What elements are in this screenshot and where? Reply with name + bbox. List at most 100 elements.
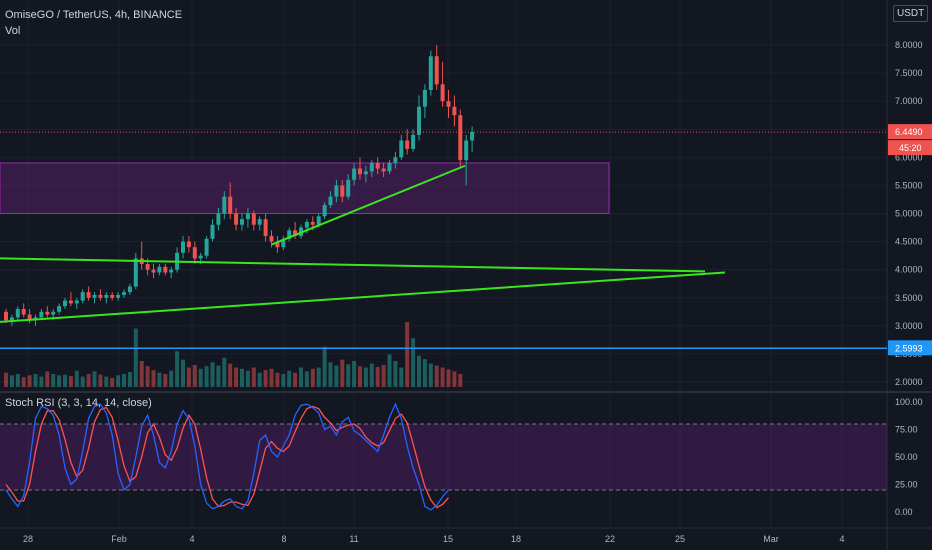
volume-bar [192, 364, 197, 387]
candle-body [293, 230, 298, 236]
volume-bar [51, 374, 56, 387]
candle-body [334, 185, 339, 197]
time-tick: 8 [281, 534, 286, 544]
volume-bar [257, 372, 262, 387]
volume-bar [145, 366, 150, 387]
candle-body [310, 221, 315, 225]
volume-bar [4, 372, 8, 387]
volume-bar [358, 366, 362, 387]
stoch-rsi-label: Stoch RSI (3, 3, 14, 14, close) [5, 397, 152, 409]
candle-body [234, 213, 239, 225]
drawing-lines [0, 131, 887, 350]
candle-body [45, 311, 50, 315]
candle-body [434, 56, 439, 85]
candle-body [458, 115, 463, 161]
candle-body [192, 247, 197, 259]
price-tick: 4.0000 [895, 265, 923, 275]
volume-bar [127, 372, 132, 387]
volume-bar [151, 370, 156, 387]
volume-bar [381, 364, 386, 387]
stoch-tick: 25.00 [895, 480, 918, 490]
volume-bar [393, 361, 398, 387]
candle-body [169, 269, 174, 273]
volume-bar [316, 367, 321, 387]
candle-body [145, 264, 150, 270]
candle-body [198, 255, 203, 259]
candle-body [363, 171, 368, 175]
candle-body [21, 308, 26, 315]
stoch-tick: 0.00 [895, 507, 913, 517]
volume-bar [68, 375, 73, 387]
volume-bar [210, 362, 215, 387]
candle-body [251, 213, 256, 225]
stoch-k-line [5, 402, 449, 511]
candle-body [116, 294, 121, 298]
volume-bar [216, 365, 221, 387]
volume-bar [198, 368, 203, 387]
volume-bar [440, 367, 445, 387]
candle-body [163, 266, 168, 273]
candle-body [275, 241, 280, 248]
volume-bar [417, 355, 421, 387]
candle-body [399, 140, 404, 158]
upper-trendline [0, 257, 706, 273]
stoch-band [0, 424, 887, 490]
candle-body [470, 132, 475, 141]
time-tick: 28 [23, 534, 33, 544]
candle-body [68, 300, 73, 304]
candle-body [381, 168, 386, 172]
volume-bar [92, 371, 97, 387]
volume-bar [263, 370, 268, 387]
ascending-trendline [271, 164, 466, 246]
candle-body [110, 294, 115, 298]
volume-bar [15, 374, 20, 387]
volume-bars [4, 322, 463, 387]
volume-bar [281, 374, 286, 387]
price-tick: 5.5000 [895, 180, 923, 190]
volume-bar [39, 376, 44, 387]
volume-bar [133, 328, 138, 387]
candle-body [257, 219, 262, 225]
candle-body [133, 258, 138, 287]
volume-bar [352, 361, 357, 387]
volume-bar [80, 376, 85, 387]
volume-bar [240, 368, 244, 387]
candle-body [405, 140, 410, 149]
candle-body [464, 140, 469, 161]
volume-bar [304, 371, 309, 387]
candle-body [411, 134, 416, 149]
price-tick: 2.0000 [895, 377, 923, 387]
candle-body [80, 292, 85, 301]
price-tick: 5.0000 [895, 209, 923, 219]
volume-bar [33, 374, 38, 387]
candle-body [63, 300, 67, 307]
candle-body [452, 106, 457, 116]
candle-body [328, 196, 333, 206]
candle-body [369, 162, 374, 172]
time-tick: 4 [189, 534, 194, 544]
currency-badge[interactable]: USDT [893, 5, 929, 22]
volume-bar [157, 372, 162, 387]
candle-body [281, 238, 286, 248]
volume-bar [245, 370, 250, 387]
volume-bar [328, 362, 333, 387]
candle-body [352, 168, 357, 180]
volume-bar [287, 370, 292, 387]
volume-bar [334, 365, 339, 387]
stoch-d-line [5, 405, 449, 509]
volume-bar [234, 367, 239, 387]
support-price-tag [888, 340, 932, 356]
volume-bar [181, 359, 185, 387]
volume-bar [375, 366, 380, 387]
price-tick: 7.0000 [895, 96, 923, 106]
volume-bar [45, 371, 50, 387]
candle-body [104, 294, 109, 298]
candle-body [210, 224, 215, 239]
price-tick: 4.5000 [895, 237, 923, 247]
volume-bar [340, 359, 345, 387]
volume-bar [110, 377, 115, 387]
currency-label: USDT [897, 8, 925, 19]
volume-bar [163, 374, 168, 387]
